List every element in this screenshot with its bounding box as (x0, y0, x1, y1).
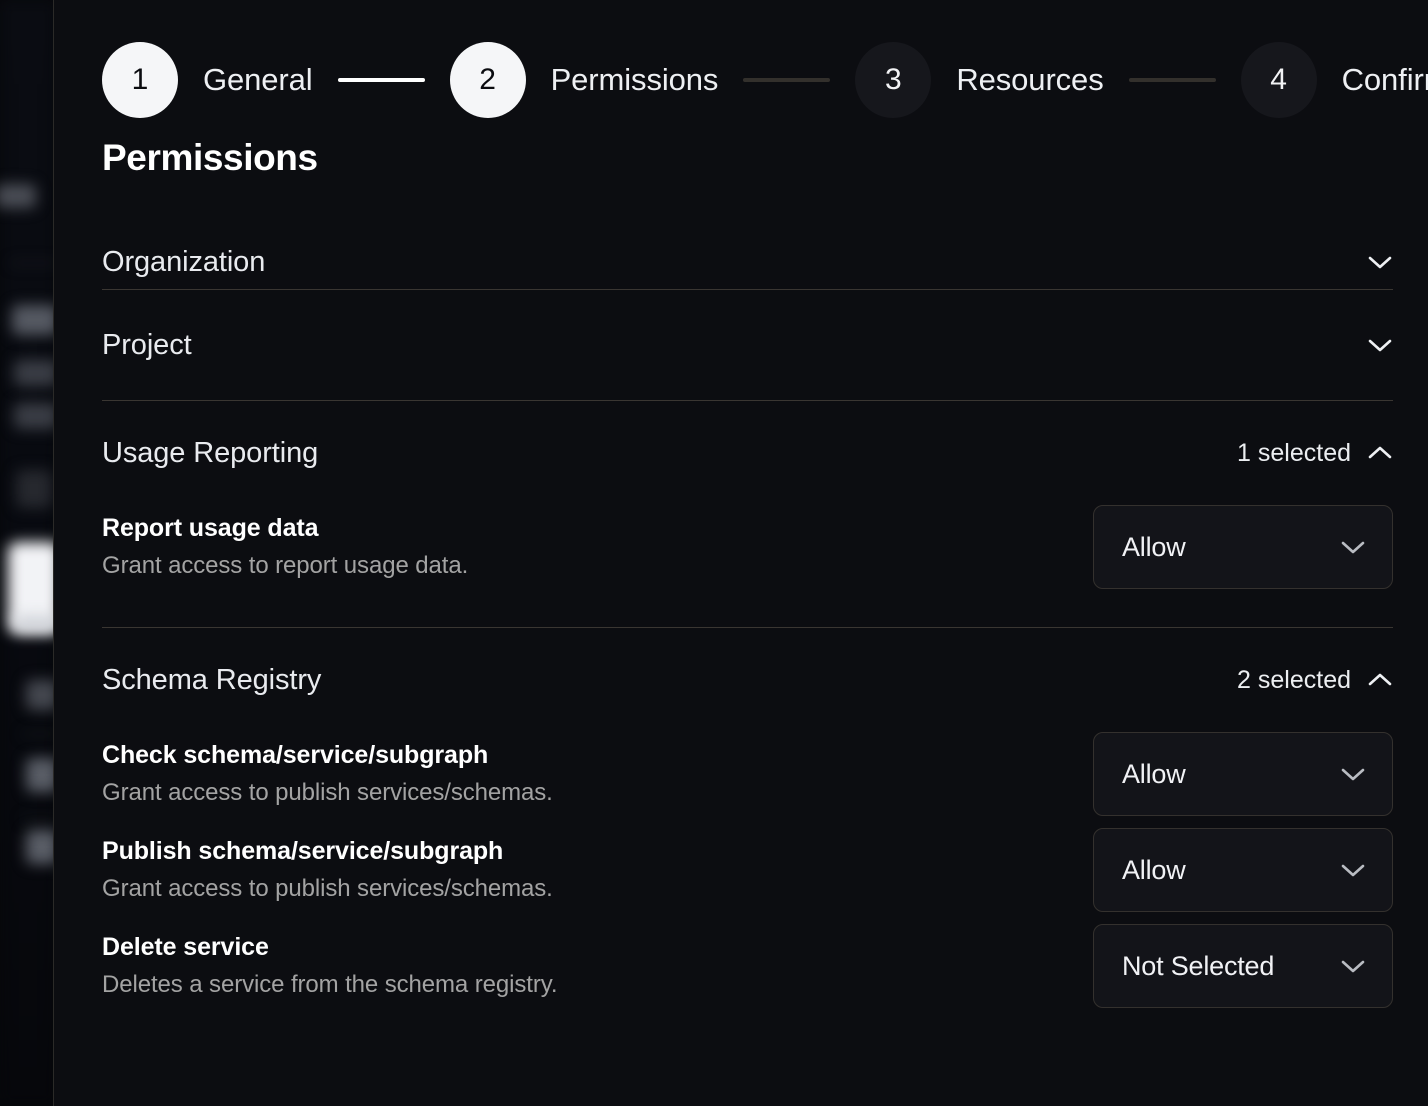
section-title: Usage Reporting (102, 436, 319, 469)
step-number-badge: 1 (102, 42, 178, 118)
step-number-badge: 2 (449, 42, 526, 118)
section-schema-registry: Schema Registry 2 selected Check schema/s… (102, 628, 1393, 1046)
section-usage-reporting: Usage Reporting 1 selected Report usage d… (102, 401, 1393, 628)
permission-description: Grant access to publish services/schemas… (102, 875, 553, 903)
blurred-nav-item-6 (26, 758, 58, 792)
permission-description: Deletes a service from the schema regist… (102, 971, 558, 999)
blurred-nav-item-2 (14, 360, 58, 386)
chevron-up-icon (1367, 672, 1393, 688)
step-label: Permissions (550, 62, 719, 97)
section-divider (102, 400, 1393, 401)
permission-text: Check schema/service/subgraph Grant acces… (102, 740, 1063, 808)
permission-description: Grant access to publish services/schemas… (102, 779, 553, 807)
permission-select-check-schema-service-subgraph[interactable]: Allow (1093, 732, 1393, 816)
permission-name: Publish schema/service/subgraph (102, 836, 504, 865)
chevron-down-icon (1367, 337, 1393, 353)
wizard-body: Permissions Organization Project Usage R… (54, 137, 1428, 1046)
chevron-down-icon (1340, 766, 1366, 782)
step-number-badge: 4 (1240, 42, 1317, 118)
blurred-nav-item-7 (26, 830, 58, 864)
section-header-usage-reporting[interactable]: Usage Reporting 1 selected (102, 401, 1393, 505)
permission-select-value: Allow (1122, 531, 1186, 562)
chevron-down-icon (1367, 254, 1393, 270)
permission-row: Publish schema/service/subgraph Grant acc… (102, 828, 1393, 912)
permission-row: Delete service Deletes a service from the… (102, 924, 1393, 1008)
chevron-down-icon (1340, 862, 1366, 878)
permission-row: Report usage data Grant access to report … (102, 505, 1393, 589)
section-divider (102, 289, 1393, 290)
permission-select-value: Not Selected (1122, 950, 1275, 981)
chevron-down-icon (1340, 958, 1366, 974)
permission-select-value: Allow (1122, 854, 1186, 885)
blurred-nav-item-4 (16, 470, 52, 508)
permission-name: Check schema/service/subgraph (102, 740, 489, 769)
permissions-wizard-modal: 1 General 2 Permissions 3 Resources 4 Confirm P… (53, 0, 1428, 1106)
blurred-nav-item-5 (26, 680, 58, 710)
step-label: General (203, 62, 313, 97)
permission-select-report-usage-data[interactable]: Allow (1093, 505, 1393, 589)
step-label: Confirm (1341, 62, 1428, 97)
permission-text: Publish schema/service/subgraph Grant acc… (102, 836, 1063, 904)
selected-count-badge: 1 selected (1237, 438, 1351, 467)
section-title: Project (102, 328, 192, 361)
permission-row: Check schema/service/subgraph Grant acces… (102, 732, 1393, 816)
permission-text: Delete service Deletes a service from the… (102, 932, 1063, 1000)
section-title: Schema Registry (102, 663, 322, 696)
section-divider (102, 627, 1393, 628)
blurred-divider (10, 262, 58, 264)
permission-list: Check schema/service/subgraph Grant acces… (102, 732, 1393, 1046)
blurred-nav-item-3 (14, 403, 58, 429)
section-header-organization[interactable]: Organization (102, 179, 1393, 289)
section-header-right: 2 selected (1237, 666, 1393, 695)
permission-select-value: Allow (1122, 758, 1186, 789)
blurred-highlight (14, 616, 60, 630)
blurred-divider-3 (22, 818, 58, 820)
blurred-nav-item-1 (12, 305, 58, 335)
wizard-stepper: 1 General 2 Permissions 3 Resources 4 Confirm (54, 0, 1428, 132)
step-label: Resources (956, 62, 1104, 97)
wizard-step-general[interactable]: 1 General (102, 42, 313, 118)
permission-sections: Organization Project Usage Reporting 1 se… (102, 179, 1393, 1046)
permission-description: Grant access to report usage data. (102, 552, 469, 580)
permission-name: Report usage data (102, 513, 319, 542)
section-header-right (1367, 254, 1393, 270)
step-connector (1128, 78, 1216, 82)
section-title: Organization (102, 245, 266, 278)
permission-list: Report usage data Grant access to report … (102, 505, 1393, 627)
wizard-step-permissions[interactable]: 2 Permissions (449, 42, 719, 118)
section-header-schema-registry[interactable]: Schema Registry 2 selected (102, 628, 1393, 732)
section-header-project[interactable]: Project (102, 290, 1393, 400)
permission-text: Report usage data Grant access to report … (102, 513, 1063, 581)
step-connector (743, 78, 831, 82)
permission-select-delete-service[interactable]: Not Selected (1093, 924, 1393, 1008)
section-organization: Organization (102, 179, 1393, 290)
wizard-step-confirm[interactable]: 4 Confirm (1240, 42, 1428, 118)
permission-name: Delete service (102, 932, 269, 961)
step-number-badge: 3 (855, 42, 932, 118)
blurred-logo (0, 184, 36, 208)
step-connector (337, 78, 425, 82)
blurred-divider-2 (22, 733, 58, 735)
chevron-up-icon (1367, 445, 1393, 461)
section-header-right: 1 selected (1237, 439, 1393, 468)
section-header-right (1367, 337, 1393, 353)
selected-count-badge: 2 selected (1237, 665, 1351, 694)
wizard-step-resources[interactable]: 3 Resources (855, 42, 1104, 118)
section-project: Project (102, 290, 1393, 401)
page-title: Permissions (102, 137, 318, 178)
permission-select-publish-schema-service-subgraph[interactable]: Allow (1093, 828, 1393, 912)
chevron-down-icon (1340, 539, 1366, 555)
